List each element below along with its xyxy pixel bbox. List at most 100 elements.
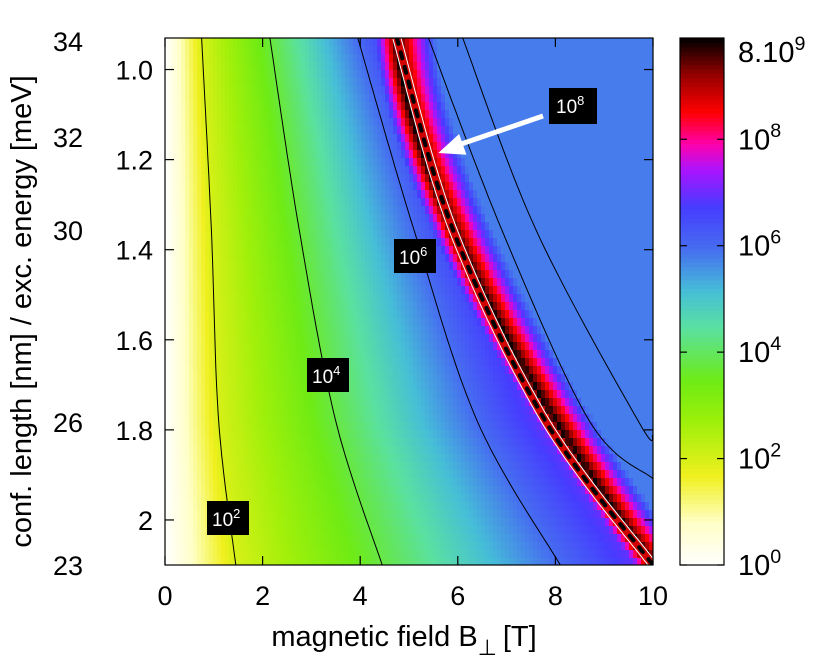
heatmap-cell — [597, 278, 602, 287]
heatmap-cell — [173, 150, 178, 159]
heatmap-cell — [513, 78, 518, 87]
heatmap-cell — [461, 326, 466, 335]
heatmap-cell — [221, 286, 226, 295]
heatmap-cell — [381, 310, 386, 319]
heatmap-cell — [437, 278, 442, 287]
heatmap-cell — [397, 190, 402, 199]
heatmap-cell — [585, 142, 590, 151]
heatmap-cell — [589, 286, 594, 295]
heatmap-cell — [385, 334, 390, 343]
heatmap-cell — [641, 94, 646, 103]
heatmap-cell — [645, 86, 650, 95]
heatmap-cell — [537, 198, 542, 207]
heatmap-cell — [561, 174, 566, 183]
heatmap-cell — [473, 118, 478, 127]
heatmap-cell — [437, 54, 442, 63]
heatmap-cell — [621, 118, 626, 127]
heatmap-cell — [425, 102, 430, 111]
heatmap-cell — [245, 46, 250, 55]
heatmap-cell — [333, 150, 338, 159]
heatmap-cell — [369, 310, 374, 319]
heatmap-cell — [597, 222, 602, 231]
heatmap-cell — [321, 230, 326, 239]
heatmap-cell — [605, 230, 610, 239]
heatmap-cell — [453, 286, 458, 295]
heatmap-cell — [169, 166, 174, 175]
heatmap-cell — [545, 78, 550, 87]
heatmap-cell — [545, 142, 550, 151]
heatmap-cell — [217, 94, 222, 103]
heatmap-cell — [601, 174, 606, 183]
heatmap-cell — [293, 166, 298, 175]
heatmap-cell — [565, 190, 570, 199]
heatmap-cell — [201, 222, 206, 231]
heatmap-cell — [237, 326, 242, 335]
heatmap-cell — [529, 342, 534, 351]
heatmap-cell — [333, 350, 338, 359]
heatmap-cell — [309, 222, 314, 231]
heatmap-cell — [621, 142, 626, 151]
heatmap-cell — [353, 342, 358, 351]
heatmap-cell — [177, 110, 182, 119]
heatmap-cell — [317, 142, 322, 151]
heatmap-cell — [613, 310, 618, 319]
heatmap-cell — [633, 310, 638, 319]
heatmap-cell — [397, 214, 402, 223]
heatmap-cell — [385, 150, 390, 159]
heatmap-cell — [477, 158, 482, 167]
heatmap-cell — [437, 254, 442, 263]
heatmap-cell — [505, 70, 510, 79]
heatmap-cell — [277, 222, 282, 231]
heatmap-cell — [545, 70, 550, 79]
heatmap-cell — [581, 142, 586, 151]
heatmap-cell — [613, 246, 618, 255]
heatmap-cell — [309, 166, 314, 175]
heatmap-cell — [317, 238, 322, 247]
heatmap-cell — [389, 70, 394, 79]
heatmap-cell — [613, 294, 618, 303]
heatmap-cell — [389, 246, 394, 255]
heatmap-cell — [165, 214, 170, 223]
heatmap-cell — [409, 302, 414, 311]
heatmap-cell — [461, 206, 466, 215]
heatmap-cell — [477, 342, 482, 351]
heatmap-cell — [545, 222, 550, 231]
heatmap-cell — [533, 246, 538, 255]
heatmap-cell — [357, 326, 362, 335]
heatmap-cell — [193, 190, 198, 199]
heatmap-cell — [481, 158, 486, 167]
heatmap-cell — [189, 350, 194, 359]
heatmap-cell — [265, 342, 270, 351]
heatmap-cell — [289, 134, 294, 143]
heatmap-cell — [517, 238, 522, 247]
heatmap-cell — [217, 166, 222, 175]
heatmap-cell — [649, 350, 653, 359]
heatmap-cell — [413, 278, 418, 287]
heatmap-cell — [337, 142, 342, 151]
heatmap-cell — [181, 294, 186, 303]
heatmap-cell — [517, 86, 522, 95]
heatmap-cell — [625, 334, 630, 343]
heatmap-cell — [401, 334, 406, 343]
heatmap-cell — [617, 206, 622, 215]
heatmap-cell — [201, 94, 206, 103]
heatmap-cell — [517, 78, 522, 87]
heatmap-cell — [285, 230, 290, 239]
heatmap-cell — [637, 286, 642, 295]
heatmap-cell — [345, 70, 350, 79]
heatmap-cell — [229, 350, 234, 359]
heatmap-cell — [345, 150, 350, 159]
heatmap-cell — [449, 238, 454, 247]
heatmap-cell — [245, 126, 250, 135]
heatmap-cell — [545, 342, 550, 351]
heatmap-cell — [205, 302, 210, 311]
heatmap-cell — [221, 182, 226, 191]
heatmap-cell — [453, 198, 458, 207]
heatmap-cell — [305, 238, 310, 247]
heatmap-cell — [185, 110, 190, 119]
heatmap-cell — [597, 78, 602, 87]
heatmap-cell — [301, 222, 306, 231]
heatmap-cell — [417, 350, 422, 359]
heatmap-cell — [369, 254, 374, 263]
heatmap-cell — [629, 174, 634, 183]
